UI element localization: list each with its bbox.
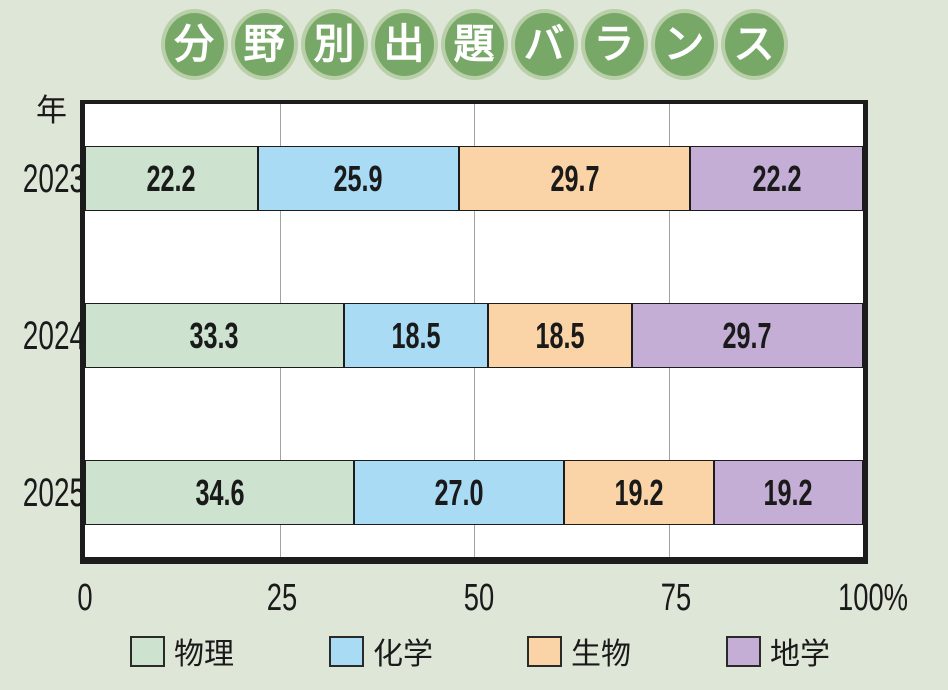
bar-segment-2024-物理: 33.3 (85, 303, 345, 368)
bar-segment-2025-物理: 34.6 (85, 460, 355, 525)
title-char-7: ラ (580, 9, 648, 80)
x-tick-label-100: 100% (838, 577, 908, 619)
bar-segment-2025-化学: 27.0 (354, 460, 565, 525)
bar-segment-2024-地学: 29.7 (631, 303, 863, 368)
bar-segment-2024-生物: 18.5 (487, 303, 632, 368)
bar-segment-2024-化学: 18.5 (344, 303, 488, 368)
legend-label-地学: 地学 (770, 638, 830, 671)
title-char-3: 別 (300, 9, 368, 80)
title-char-6: バ (510, 9, 578, 80)
title-char-9: ス (720, 9, 788, 80)
title-char-4: 出 (370, 9, 438, 80)
bar-row-2023: 22.2 25.9 29.7 22.2 (85, 146, 863, 211)
bar-segment-2023-地学: 22.2 (690, 146, 863, 211)
bar-value-label: 34.6 (195, 471, 245, 513)
bar-value-label: 27.0 (434, 471, 484, 513)
legend-label-化学: 化学 (373, 638, 433, 671)
bar-row-2025: 34.6 27.0 19.2 19.2 (85, 460, 863, 525)
legend-swatch-化学 (329, 635, 364, 667)
y-axis-unit-label: 年 (36, 93, 67, 128)
category-label-2024: 2024 (22, 313, 86, 358)
bar-value-label: 29.7 (722, 314, 772, 356)
legend-label-物理: 物理 (174, 638, 234, 671)
plot-area: 22.2 25.9 29.7 22.2 33.3 18.5 18.5 29.7 34.6 27.0… (80, 100, 868, 564)
bar-value-label: 22.2 (752, 157, 802, 199)
bar-value-label: 18.5 (535, 314, 585, 356)
bar-value-label: 18.5 (391, 314, 441, 356)
legend-item-化学: 化学 (329, 629, 433, 673)
title-char-1: 分 (160, 9, 228, 80)
bar-value-label: 22.2 (146, 157, 196, 199)
legend-swatch-物理 (130, 635, 165, 667)
bar-segment-2023-物理: 22.2 (85, 146, 258, 211)
bar-segment-2023-生物: 29.7 (459, 146, 691, 211)
title-char-8: ン (650, 9, 718, 80)
bar-value-label: 19.2 (763, 471, 813, 513)
legend-item-生物: 生物 (527, 629, 631, 673)
x-tick-label-0: 0 (77, 577, 93, 619)
bar-segment-2025-生物: 19.2 (564, 460, 714, 525)
category-label-2025: 2025 (22, 470, 86, 515)
x-axis: 0 25 50 75 100% (77, 577, 908, 619)
x-tick-label-25: 25 (266, 577, 298, 619)
legend-item-物理: 物理 (130, 629, 234, 673)
legend-label-生物: 生物 (571, 638, 631, 671)
title-char-5: 題 (440, 9, 508, 80)
bar-value-label: 33.3 (189, 314, 240, 356)
category-label-2023: 2023 (22, 156, 86, 201)
bar-row-2024: 33.3 18.5 18.5 29.7 (85, 303, 863, 368)
bar-value-label: 25.9 (333, 157, 383, 199)
legend-swatch-地学 (726, 635, 761, 667)
x-tick-label-75: 75 (660, 577, 692, 619)
legend-item-地学: 地学 (726, 629, 830, 673)
legend: 物理 化学 生物 地学 (0, 629, 948, 671)
bar-value-label: 29.7 (550, 157, 600, 199)
title-char-2: 野 (230, 9, 298, 80)
bar-segment-2025-地学: 19.2 (713, 460, 863, 525)
chart-title: 分野別出題バランス (0, 9, 948, 80)
bar-value-label: 19.2 (614, 471, 664, 513)
bar-segment-2023-化学: 25.9 (257, 146, 460, 211)
legend-swatch-生物 (527, 635, 562, 667)
x-tick-label-50: 50 (463, 577, 495, 619)
